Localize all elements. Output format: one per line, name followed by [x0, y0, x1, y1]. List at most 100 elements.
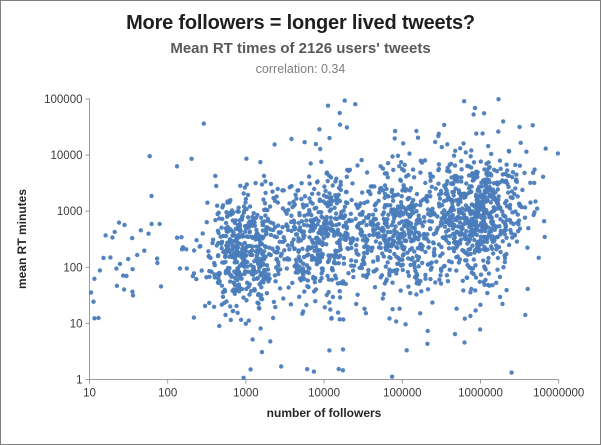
scatter-point	[442, 213, 447, 218]
scatter-point	[502, 256, 508, 261]
scatter-point	[380, 296, 385, 301]
scatter-point	[334, 223, 339, 228]
scatter-point	[417, 217, 422, 222]
scatter-point	[322, 184, 327, 189]
scatter-point	[355, 292, 360, 297]
scatter-point	[197, 244, 202, 249]
scatter-point	[240, 261, 245, 266]
scatter-point	[453, 186, 458, 191]
scatter-point	[264, 291, 270, 296]
scatter-point	[532, 210, 537, 215]
scatter-point	[263, 232, 269, 237]
scatter-point	[383, 264, 388, 269]
scatter-point	[92, 316, 97, 321]
scatter-point	[281, 296, 286, 301]
scatter-point	[270, 189, 275, 194]
scatter-point	[251, 277, 257, 282]
scatter-point	[412, 249, 417, 254]
scatter-point	[379, 234, 384, 239]
scatter-point	[471, 160, 477, 165]
scatter-point	[462, 232, 467, 238]
scatter-point	[220, 260, 225, 265]
scatter-point	[370, 219, 375, 224]
scatter-point	[353, 216, 358, 221]
scatter-point	[415, 135, 421, 140]
scatter-point	[254, 256, 259, 261]
scatter-point	[385, 260, 390, 265]
scatter-point	[320, 215, 325, 220]
scatter-point	[340, 279, 346, 284]
scatter-point	[286, 285, 291, 290]
scatter-point	[433, 139, 438, 145]
scatter-point	[261, 277, 266, 282]
scatter-point	[436, 166, 442, 172]
scatter-point	[101, 255, 106, 261]
scatter-point	[335, 281, 341, 286]
scatter-point	[308, 218, 313, 223]
scatter-point	[263, 254, 268, 259]
scatter-point	[332, 205, 337, 210]
scatter-point	[313, 244, 319, 249]
x-tick-label: 1000000	[458, 388, 503, 400]
scatter-point	[408, 221, 414, 226]
scatter-point	[480, 131, 485, 136]
scatter-point	[241, 375, 246, 380]
scatter-point	[426, 245, 431, 250]
scatter-point	[416, 213, 421, 218]
scatter-point	[453, 148, 458, 153]
scatter-point	[411, 262, 417, 267]
scatter-point	[428, 226, 433, 231]
scatter-point	[427, 189, 432, 194]
scatter-point	[455, 254, 461, 259]
scatter-point	[406, 172, 411, 178]
scatter-point	[265, 218, 271, 223]
scatter-point	[217, 216, 222, 221]
scatter-point	[348, 237, 353, 242]
scatter-point	[447, 234, 452, 239]
scatter-point	[216, 253, 221, 258]
scatter-point	[345, 200, 350, 206]
scatter-point	[429, 184, 434, 189]
scatter-point	[354, 251, 359, 256]
scatter-point	[375, 221, 381, 227]
scatter-point	[501, 265, 506, 270]
scatter-point	[316, 191, 321, 196]
scatter-point	[530, 170, 536, 175]
scatter-point	[525, 286, 530, 292]
scatter-point	[216, 273, 221, 278]
scatter-point	[384, 277, 389, 282]
scatter-point	[253, 180, 258, 186]
scatter-point	[234, 303, 239, 309]
scatter-point	[360, 190, 365, 195]
scatter-point	[292, 202, 297, 207]
scatter-point	[394, 319, 399, 324]
scatter-point	[276, 260, 281, 265]
scatter-point	[462, 340, 467, 345]
scatter-point	[456, 260, 462, 265]
scatter-point	[497, 294, 503, 300]
scatter-point	[242, 224, 248, 229]
scatter-point	[224, 299, 229, 304]
scatter-point	[431, 232, 436, 237]
scatter-point	[459, 175, 464, 180]
scatter-point	[359, 233, 365, 238]
scatter-point	[387, 248, 393, 254]
scatter-point	[386, 212, 391, 217]
scatter-point	[386, 193, 391, 199]
scatter-point	[200, 231, 205, 236]
scatter-point	[261, 173, 267, 179]
scatter-point	[346, 168, 351, 174]
scatter-point	[445, 168, 450, 174]
chart-subtitle: Mean RT times of 2126 users' tweets	[170, 40, 431, 57]
scatter-point	[263, 213, 268, 218]
scatter-point	[276, 223, 281, 228]
scatter-point	[486, 143, 491, 149]
scatter-point	[350, 181, 355, 186]
scatter-point	[224, 210, 229, 215]
scatter-point	[466, 173, 472, 178]
scatter-point	[482, 188, 487, 193]
scatter-point	[494, 206, 500, 211]
scatter-point	[472, 237, 477, 243]
scatter-point	[135, 252, 140, 258]
